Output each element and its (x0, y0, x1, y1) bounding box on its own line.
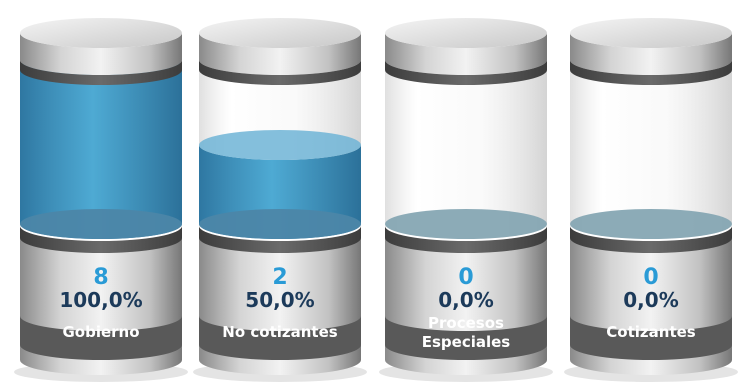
label-band (570, 316, 732, 360)
percent-label: 0,0% (438, 288, 493, 312)
count-label: 0 (643, 265, 658, 290)
percent-label: 100,0% (59, 288, 142, 312)
tube-bottom-disc (199, 209, 361, 239)
top-cap-side (20, 33, 182, 75)
top-cap-lid (385, 18, 547, 48)
cylinder-3: 00,0%Procesos Especiales (379, 18, 553, 382)
liquid-surface (199, 130, 361, 160)
cylinder-4: 00,0% Cotizantes (564, 18, 738, 382)
top-cap-lid (570, 18, 732, 48)
tube-bottom-disc (385, 209, 547, 239)
top-cap-ring (570, 60, 732, 85)
middle-ring (199, 226, 361, 253)
tube-bottom-disc (570, 209, 732, 239)
tube-bottom-disc (20, 209, 182, 239)
percent-label: 0,0% (623, 288, 678, 312)
top-cap-side (385, 33, 547, 75)
category-label: Procesos Especiales (422, 314, 511, 351)
label-band (199, 316, 361, 360)
middle-ring (385, 226, 547, 253)
middle-ring (20, 226, 182, 253)
top-cap-ring (385, 60, 547, 85)
category-label: Cotizantes (606, 323, 696, 341)
liquid-fill (20, 66, 182, 239)
middle-ring (570, 226, 732, 253)
top-cap-ring (20, 60, 182, 85)
category-label: No cotizantes (222, 323, 337, 341)
top-cap-side (199, 33, 361, 75)
glass-tube (570, 66, 732, 239)
percent-label: 50,0% (245, 288, 314, 312)
count-label: 2 (272, 265, 287, 290)
top-cap-lid (20, 18, 182, 48)
category-label: Gobierno (62, 323, 139, 341)
top-cap-side (570, 33, 732, 75)
count-label: 8 (93, 265, 108, 290)
label-band (20, 316, 182, 360)
top-cap-ring (199, 60, 361, 85)
label-band (385, 316, 547, 360)
top-cap-lid (199, 18, 361, 48)
cylinder-2: 250,0% No cotizantes (193, 18, 367, 382)
glass-tube (385, 66, 547, 239)
count-label: 0 (458, 265, 473, 290)
